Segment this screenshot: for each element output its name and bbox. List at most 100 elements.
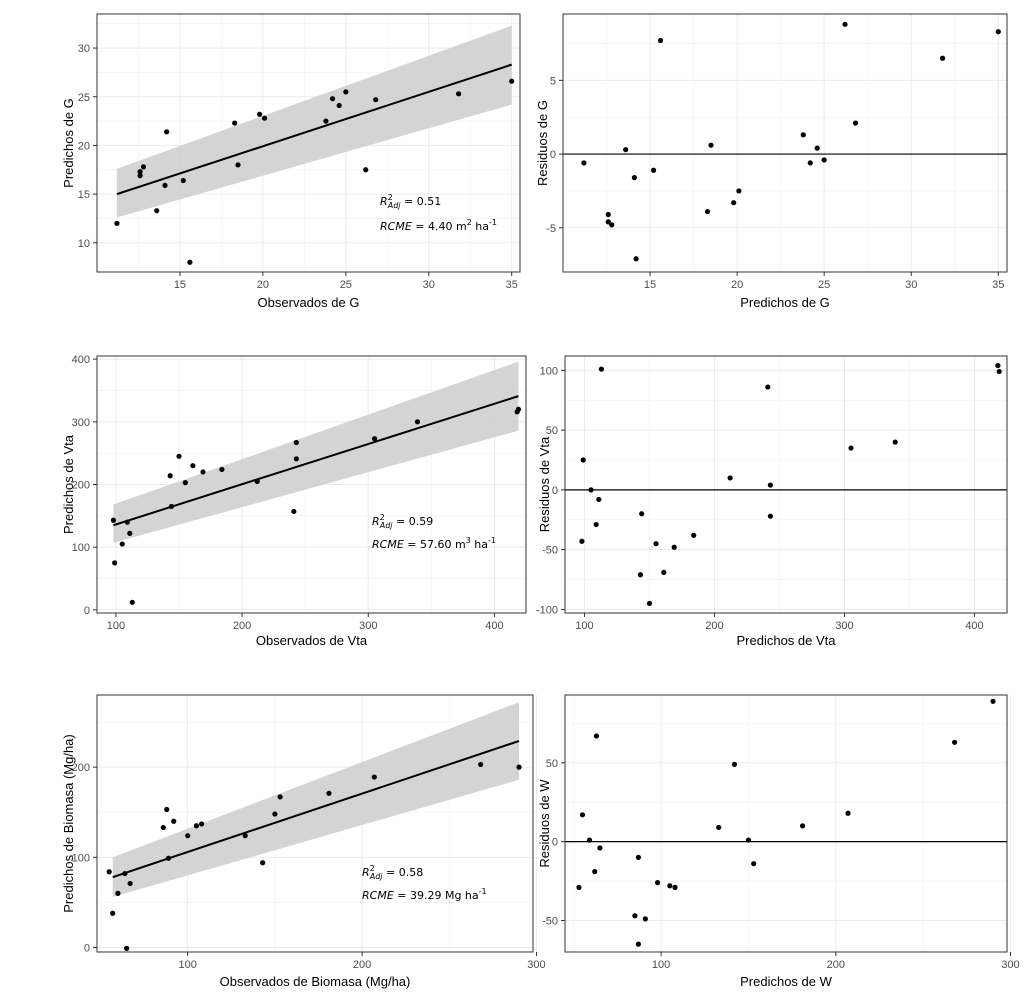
data-point [579, 538, 585, 544]
data-point [637, 572, 644, 578]
data-point [114, 220, 120, 226]
data-point [127, 530, 133, 536]
y-tick-label: 100 [72, 542, 90, 554]
rcme-symbol: RCME [372, 538, 404, 551]
data-point [576, 884, 582, 890]
data-point [110, 910, 116, 916]
y-tick-label: -5 [546, 223, 556, 235]
data-point [165, 855, 172, 861]
data-point [852, 120, 859, 126]
data-point [164, 806, 170, 813]
data-point [326, 790, 332, 796]
data-point [593, 733, 600, 739]
data-point [593, 521, 599, 528]
r2-annotation: R2 Adj = 0.51 [380, 193, 441, 210]
data-point [137, 173, 143, 179]
x-axis-label: Predichos de W [740, 974, 832, 989]
data-point [129, 599, 135, 605]
x-axis-label: Observados de Biomasa (Mg/ha) [220, 974, 411, 989]
data-point [731, 761, 738, 767]
r2-annotation: R2 Adj = 0.59 [372, 513, 433, 530]
y-tick-label: 30 [78, 43, 90, 55]
data-point [456, 91, 462, 97]
data-point [995, 29, 1001, 35]
data-point [176, 453, 182, 459]
data-point [596, 496, 602, 503]
chart-panel-vta-resid: 100 200 300 400 -100 -50 0 50 100 Predichos de Vt… [536, 355, 1008, 648]
y-axis-label: Predichos de Biomasa (Mg/ha) [61, 734, 76, 912]
data-point [478, 761, 484, 768]
data-point [180, 177, 186, 184]
r2-symbol: R [372, 515, 380, 528]
data-point [235, 162, 241, 168]
data-point [371, 774, 377, 780]
x-tick-label: 200 [233, 620, 251, 632]
x-tick-label: 400 [485, 620, 503, 632]
data-point [799, 823, 806, 829]
data-point [939, 55, 946, 61]
x-tick-label: 30 [905, 279, 917, 291]
y-axis-label: Residuos de Vta [537, 436, 552, 532]
data-point [219, 466, 225, 473]
x-tick-label: 100 [575, 620, 593, 632]
data-point [635, 941, 641, 947]
panel-border [564, 694, 1008, 953]
rcme-annotation: RCME = 4.40 m2 ha-1 [380, 218, 497, 233]
data-point [272, 811, 278, 817]
data-point [232, 120, 238, 126]
data-point [731, 200, 737, 206]
data-point [256, 111, 263, 117]
data-point [167, 473, 173, 479]
r2-superscript: 2 [370, 864, 375, 873]
data-point [336, 102, 342, 109]
data-point [343, 89, 349, 95]
y-tick-label: 10 [78, 238, 90, 250]
data-point [672, 884, 678, 890]
y-tick-label: 300 [72, 417, 90, 429]
rcme-symbol: RCME [380, 220, 412, 233]
y-tick-label: 25 [78, 92, 90, 104]
y-axis-label: Predichos de G [61, 98, 76, 188]
data-point [609, 222, 615, 228]
y-tick-label: -50 [542, 915, 558, 927]
data-point [185, 833, 191, 839]
x-tick-label: 25 [818, 279, 830, 291]
r2-subscript: Adj [387, 201, 402, 210]
r2-annotation: R2 Adj = 0.58 [362, 864, 423, 881]
data-point [329, 96, 336, 102]
x-tick-label: 400 [965, 620, 983, 632]
x-tick-label: 35 [506, 279, 518, 291]
data-point [597, 845, 603, 851]
regression-line [116, 63, 513, 196]
data-point [995, 362, 1001, 369]
y-tick-label: 50 [546, 425, 558, 437]
data-point [654, 880, 661, 886]
data-point [261, 115, 268, 121]
data-point [293, 439, 299, 446]
y-tick-label: 0 [552, 485, 558, 497]
rcme-unit-superscript: 2 [467, 218, 472, 227]
data-point [127, 880, 133, 887]
x-tick-label: 100 [107, 620, 125, 632]
chart-panel-w-resid: 100 200 300 -50 0 50 Predichos de W Residuos de… [537, 694, 1020, 989]
y-tick-label: 50 [546, 758, 558, 770]
y-tick-label: 400 [72, 354, 90, 366]
data-point [605, 219, 611, 225]
chart-panel-biomasa-obs-pred: 100 200 300 0 100 200 Observados de Biomasa (M… [61, 694, 546, 989]
y-axis-label: Residuos de W [537, 779, 552, 868]
x-tick-label: 20 [257, 279, 269, 291]
data-point [187, 259, 193, 265]
data-point [736, 188, 742, 194]
data-point [821, 157, 827, 163]
data-point [951, 739, 958, 745]
rcme-symbol: RCME [362, 889, 394, 902]
y-tick-label: 20 [78, 140, 90, 152]
rcme-exponent: -1 [488, 536, 496, 545]
data-point [363, 167, 369, 173]
data-point [598, 366, 605, 372]
data-point [633, 256, 639, 262]
x-tick-label: 300 [359, 620, 377, 632]
x-tick-label: 100 [652, 959, 670, 971]
x-axis-label: Observados de G [258, 295, 360, 310]
r2-value: = 0.51 [401, 195, 442, 208]
